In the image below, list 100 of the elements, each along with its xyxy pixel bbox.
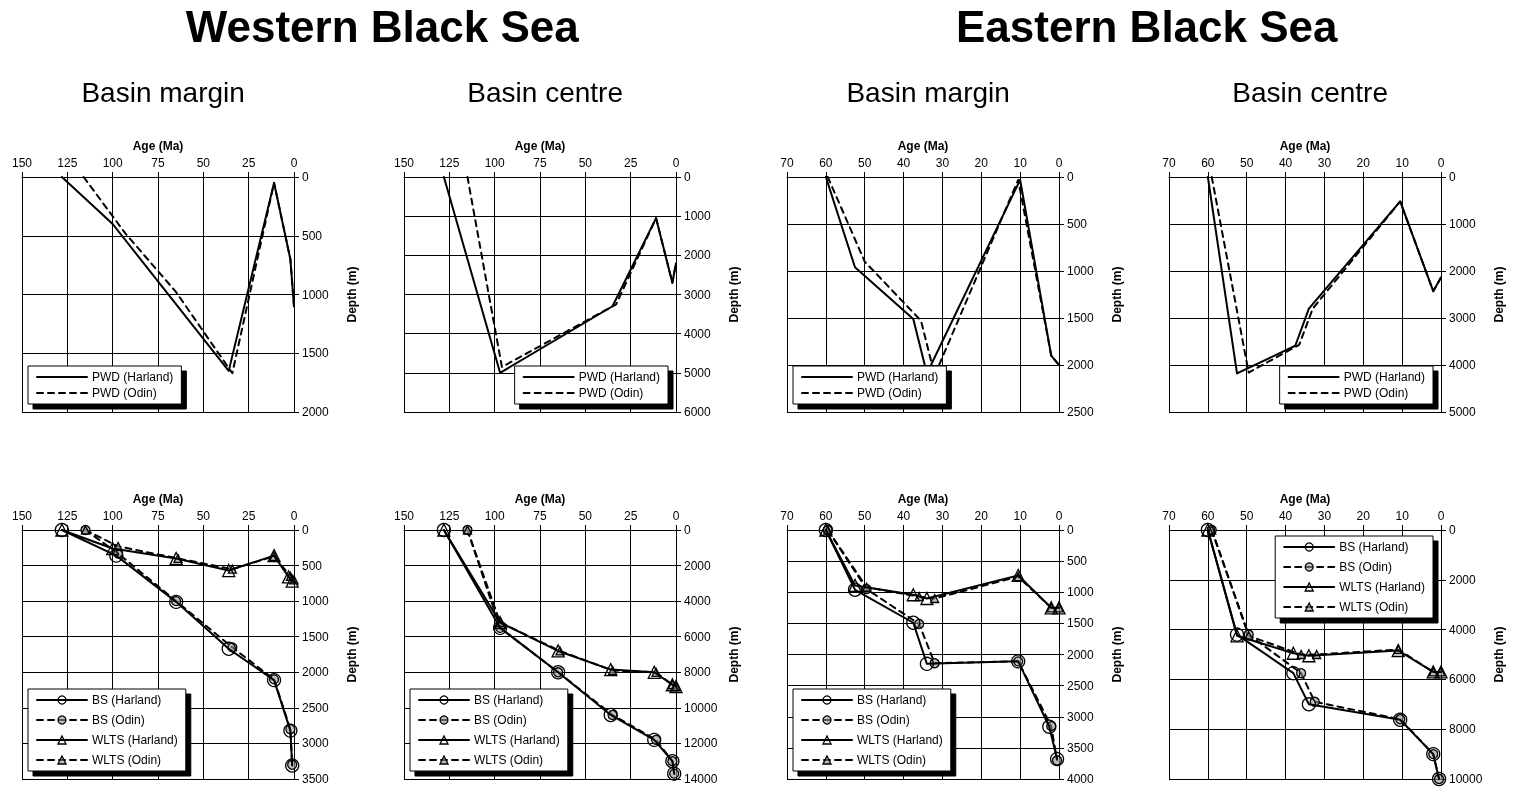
x-tick-label: 50 bbox=[578, 509, 593, 523]
x-tick-label: 75 bbox=[533, 156, 548, 170]
x-tick-label: 25 bbox=[624, 156, 638, 170]
y-tick-label: 4000 bbox=[1066, 772, 1094, 786]
x-tick-label: 50 bbox=[857, 156, 872, 170]
x-tick-label: 100 bbox=[484, 509, 506, 523]
y-tick-label: 10000 bbox=[684, 700, 718, 715]
y-tick-label: 6000 bbox=[684, 405, 712, 419]
legend-label: BS (Odin) bbox=[856, 713, 910, 727]
x-tick-label: 75 bbox=[151, 509, 165, 523]
x-tick-label: 50 bbox=[196, 509, 211, 523]
y-axis-title: Depth (m) bbox=[1492, 626, 1507, 683]
y-tick-label: 2500 bbox=[302, 700, 330, 715]
y-tick-label: 500 bbox=[302, 228, 323, 243]
chart-subtitle: Basin margin bbox=[845, 76, 1010, 108]
x-tick-label: 60 bbox=[818, 509, 833, 523]
x-tick-label: 30 bbox=[935, 156, 949, 170]
x-tick-label: 50 bbox=[1239, 156, 1254, 170]
legend-label: BS (Odin) bbox=[92, 713, 145, 727]
x-axis-title: Age (Ma) bbox=[132, 139, 184, 154]
x-axis-title: Age (Ma) bbox=[514, 139, 566, 154]
x-tick-label: 0 bbox=[1437, 509, 1445, 523]
x-tick-label: 20 bbox=[1356, 509, 1371, 523]
y-axis-title: Depth (m) bbox=[727, 266, 742, 323]
x-tick-label: 25 bbox=[241, 156, 256, 170]
y-axis-title: Depth (m) bbox=[727, 626, 742, 683]
y-tick-label: 3000 bbox=[1448, 311, 1476, 325]
y-tick-label: 4000 bbox=[684, 594, 712, 609]
y-tick-label: 4000 bbox=[1448, 622, 1476, 637]
y-tick-label: 2000 bbox=[1448, 264, 1476, 278]
y-tick-label: 3000 bbox=[302, 736, 330, 751]
x-tick-label: 150 bbox=[394, 156, 415, 170]
x-axis-title: Age (Ma) bbox=[1279, 139, 1331, 154]
x-tick-label: 70 bbox=[779, 509, 794, 523]
x-tick-label: 0 bbox=[1055, 509, 1063, 523]
x-tick-label: 50 bbox=[578, 156, 593, 170]
x-tick-label: 0 bbox=[1055, 156, 1063, 170]
y-tick-label: 2500 bbox=[1066, 678, 1094, 693]
y-tick-label: 1000 bbox=[1066, 585, 1094, 600]
chart-subtitle: Basin centre bbox=[1232, 76, 1388, 108]
y-tick-label: 6000 bbox=[684, 629, 712, 644]
x-tick-label: 125 bbox=[439, 156, 460, 170]
legend-label: PWD (Odin) bbox=[92, 386, 157, 400]
y-tick-label: 12000 bbox=[684, 736, 718, 751]
y-tick-label: 0 bbox=[1066, 170, 1074, 184]
x-tick-label: 30 bbox=[935, 509, 949, 523]
x-tick-label: 10 bbox=[1012, 156, 1027, 170]
y-tick-label: 500 bbox=[1066, 217, 1087, 231]
x-tick-label: 60 bbox=[1200, 156, 1215, 170]
y-tick-label: 1000 bbox=[302, 287, 330, 302]
y-tick-label: 4000 bbox=[1448, 358, 1476, 372]
y-tick-label: 1000 bbox=[302, 594, 330, 609]
y-tick-label: 2000 bbox=[302, 405, 330, 419]
y-axis-title: Depth (m) bbox=[345, 626, 359, 683]
y-tick-label: 1500 bbox=[302, 629, 330, 644]
x-tick-label: 125 bbox=[57, 156, 78, 170]
x-tick-label: 20 bbox=[974, 156, 988, 170]
legend-label: PWD (Harland) bbox=[856, 370, 938, 384]
legend-label: BS (Odin) bbox=[1338, 560, 1392, 574]
x-tick-label: 0 bbox=[1437, 156, 1445, 170]
legend-label: WLTS (Odin) bbox=[1338, 600, 1409, 614]
chart-subtitle: Basin margin bbox=[81, 76, 245, 108]
y-tick-label: 0 bbox=[684, 170, 692, 184]
y-tick-label: 2000 bbox=[1066, 358, 1094, 372]
x-tick-label: 75 bbox=[151, 156, 165, 170]
legend-label: WLTS (Harland) bbox=[474, 733, 561, 747]
x-tick-label: 10 bbox=[1395, 509, 1409, 523]
x-tick-label: 60 bbox=[1200, 509, 1215, 523]
x-tick-label: 125 bbox=[439, 509, 460, 523]
x-tick-label: 25 bbox=[241, 509, 256, 523]
y-axis-title: Depth (m) bbox=[1109, 266, 1124, 323]
legend-label: BS (Harland) bbox=[474, 693, 544, 707]
legend-label: BS (Harland) bbox=[856, 693, 926, 707]
legend-label: BS (Harland) bbox=[1338, 540, 1409, 554]
y-tick-label: 8000 bbox=[684, 665, 712, 680]
x-tick-label: 0 bbox=[290, 156, 298, 170]
legend-label: PWD (Odin) bbox=[578, 386, 644, 400]
x-tick-label: 150 bbox=[11, 156, 33, 170]
y-tick-label: 1500 bbox=[302, 346, 330, 361]
x-tick-label: 40 bbox=[1278, 509, 1293, 523]
y-tick-label: 2000 bbox=[1066, 647, 1094, 662]
y-axis-title: Depth (m) bbox=[1491, 266, 1506, 323]
legend-label: PWD (Harland) bbox=[578, 370, 661, 384]
legend-label: WLTS (Harland) bbox=[1338, 580, 1425, 594]
y-tick-label: 14000 bbox=[684, 772, 718, 786]
x-tick-label: 70 bbox=[1162, 509, 1176, 523]
text: Western Black Sea bbox=[184, 2, 580, 52]
text: Eastern Black Sea bbox=[954, 2, 1339, 52]
legend-label: BS (Harland) bbox=[92, 693, 162, 707]
y-tick-label: 500 bbox=[302, 558, 323, 573]
y-tick-label: 0 bbox=[302, 523, 309, 537]
y-tick-label: 1500 bbox=[1066, 311, 1094, 325]
y-tick-label: 6000 bbox=[1448, 672, 1476, 687]
y-tick-label: 1000 bbox=[1066, 264, 1094, 278]
y-tick-label: 0 bbox=[1066, 523, 1074, 537]
x-tick-label: 50 bbox=[857, 509, 872, 523]
x-axis-title: Age (Ma) bbox=[1279, 492, 1331, 507]
x-tick-label: 70 bbox=[779, 156, 794, 170]
x-axis-title: Age (Ma) bbox=[897, 139, 948, 154]
legend-label: BS (Odin) bbox=[474, 713, 527, 727]
